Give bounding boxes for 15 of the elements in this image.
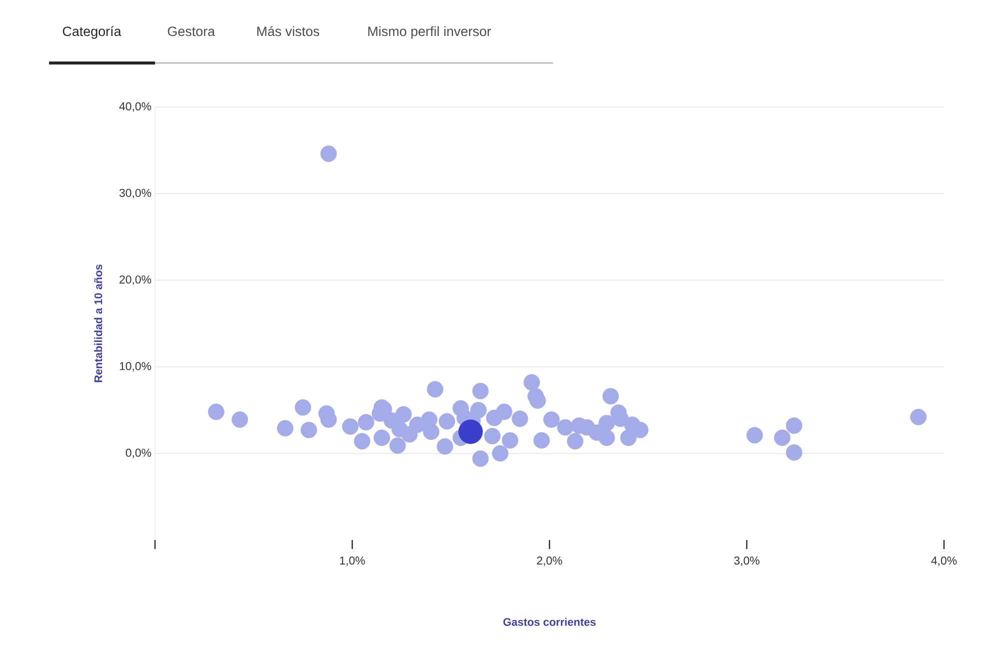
- x-tick-label: 1,0%: [340, 556, 365, 566]
- x-tick-label: 2,0%: [537, 556, 562, 566]
- y-axis-title: Rentabilidad a 10 años: [94, 264, 102, 382]
- text: Categoría: [62, 26, 122, 39]
- text: Mismo perfil inversor: [368, 26, 492, 39]
- y-tick-label: 10,0%: [120, 362, 152, 372]
- y-tick-label: 30,0%: [119, 188, 152, 198]
- text: Más vistos: [257, 26, 320, 36]
- x-axis-title: Gastos corrientes: [503, 618, 596, 626]
- x-tick-label: 3,0%: [734, 556, 760, 566]
- y-tick-label: 0,0%: [126, 448, 152, 458]
- text: Gestora: [168, 26, 216, 36]
- y-tick-label: 40,0%: [119, 102, 152, 112]
- x-tick-label: 4,0%: [931, 556, 957, 566]
- y-tick-label: 20,0%: [120, 275, 152, 285]
